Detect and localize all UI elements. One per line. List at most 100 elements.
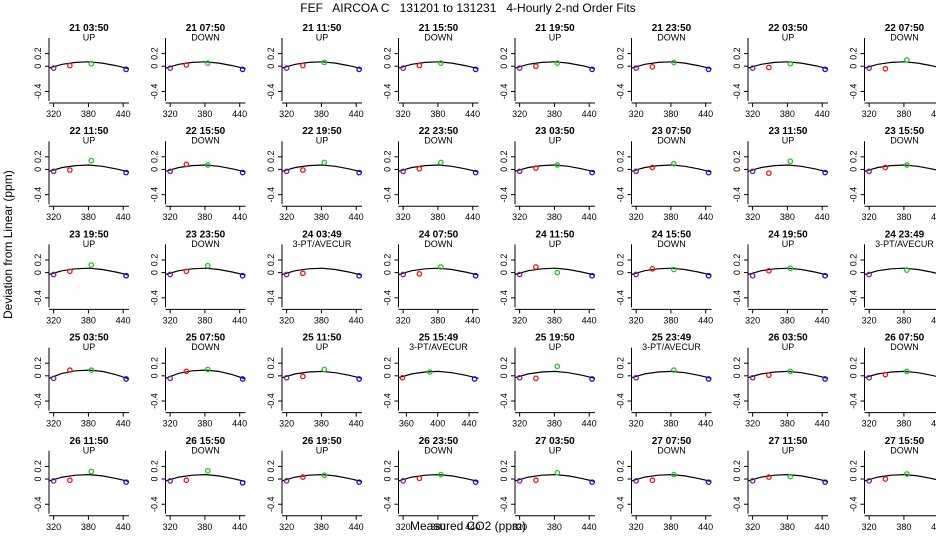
panel-title: 24 23:49: [885, 229, 925, 240]
panel-mode-label: DOWN: [191, 239, 220, 249]
panel-mode-label: DOWN: [191, 445, 220, 455]
data-point: [356, 376, 362, 382]
data-point: [866, 478, 872, 484]
x-tick-label: 440: [232, 212, 247, 222]
y-tick-label: -0.4: [383, 187, 393, 203]
data-point: [670, 471, 677, 478]
y-tick-label: -0.4: [616, 187, 626, 203]
data-point: [204, 366, 211, 373]
data-point: [167, 478, 173, 484]
x-tick-label: 380: [663, 419, 678, 429]
panel-mode-label: UP: [83, 136, 96, 146]
data-point: [167, 65, 173, 71]
data-point: [822, 479, 828, 486]
data-point: [472, 479, 479, 486]
x-tick-label: 440: [232, 419, 247, 429]
x-tick-label: 380: [896, 109, 911, 119]
panel-mode-label: DOWN: [424, 239, 453, 249]
panel-title: 21 23:50: [652, 23, 692, 34]
panel-title: 24 11:50: [536, 229, 575, 240]
y-tick-label: 0: [849, 167, 859, 172]
fit-curve: [514, 473, 596, 483]
data-point: [123, 169, 129, 176]
data-point: [787, 265, 794, 272]
panel-title: 24 07:50: [419, 229, 459, 240]
panel: 25 15:493-PT/AVECUR -0.4 0 0.2 360 400 440: [383, 333, 479, 429]
y-tick-label: -0.4: [616, 290, 626, 306]
x-tick-label: 320: [629, 212, 644, 222]
data-point: [882, 476, 889, 482]
data-point: [554, 60, 561, 66]
x-tick-label: 380: [780, 419, 795, 429]
y-tick-label: -0.4: [849, 290, 859, 306]
panel-mode-label: UP: [782, 445, 795, 455]
panel-title: 25 07:50: [186, 333, 226, 344]
data-point: [533, 264, 539, 270]
x-tick-label: 440: [349, 522, 364, 532]
panel-title: 22 03:50: [768, 23, 808, 34]
x-tick-label: 320: [745, 212, 760, 222]
x-tick-label: 380: [197, 522, 212, 532]
fit-curve: [398, 164, 479, 173]
x-tick-label: 320: [163, 212, 178, 222]
y-tick-label: 0.2: [266, 151, 276, 164]
fit-curve: [514, 267, 596, 276]
data-point: [589, 66, 595, 73]
y-tick-label: 0.2: [499, 151, 509, 164]
data-point: [882, 164, 889, 171]
y-tick-label: 0.2: [499, 47, 509, 60]
data-point: [766, 170, 772, 177]
panel-mode-label: UP: [83, 239, 96, 249]
x-tick-label: 440: [698, 419, 713, 429]
y-tick-label: -0.4: [732, 496, 742, 512]
data-point: [903, 267, 910, 273]
y-tick-label: -0.4: [616, 84, 626, 100]
x-tick-label: 320: [279, 109, 294, 119]
data-point: [239, 376, 246, 382]
data-point: [533, 63, 539, 70]
data-point: [516, 374, 523, 381]
y-tick-label: 0: [499, 373, 509, 378]
x-tick-label: 380: [430, 109, 445, 119]
data-point: [356, 479, 362, 486]
y-tick-label: -0.4: [33, 496, 43, 512]
x-tick-label: 440: [349, 315, 364, 325]
y-tick-label: 0: [616, 477, 626, 482]
panel-title: 23 23:50: [186, 229, 226, 240]
y-tick-label: -0.4: [732, 393, 742, 409]
y-tick-label: -0.4: [499, 84, 509, 100]
panel-title: 27 07:50: [652, 436, 692, 447]
y-tick-label: 0.2: [616, 460, 626, 473]
panel-mode-label: DOWN: [657, 33, 686, 43]
y-tick-label: -0.4: [849, 187, 859, 203]
data-point: [705, 272, 712, 279]
data-point: [167, 271, 173, 278]
y-tick-label: 0: [732, 373, 742, 378]
y-tick-label: 0.2: [150, 151, 160, 164]
x-tick-label: 440: [232, 522, 247, 532]
x-tick-label: 320: [46, 315, 61, 325]
y-tick-label: 0: [499, 270, 509, 275]
x-tick-label: 320: [163, 315, 178, 325]
data-point: [300, 373, 306, 380]
data-point: [88, 468, 95, 475]
y-tick-label: 0: [616, 270, 626, 275]
panel-title: 24 03:49: [302, 229, 342, 240]
data-point: [50, 375, 57, 382]
y-tick-label: 0.2: [849, 254, 859, 267]
data-point: [471, 376, 478, 382]
data-point: [649, 477, 656, 484]
y-tick-label: 0.2: [499, 357, 509, 370]
data-point: [633, 168, 639, 175]
x-tick-label: 440: [931, 109, 936, 119]
x-tick-label: 440: [116, 109, 131, 119]
x-tick-label: 380: [780, 212, 795, 222]
y-tick-label: 0: [383, 167, 393, 172]
x-tick-label: 440: [116, 522, 131, 532]
